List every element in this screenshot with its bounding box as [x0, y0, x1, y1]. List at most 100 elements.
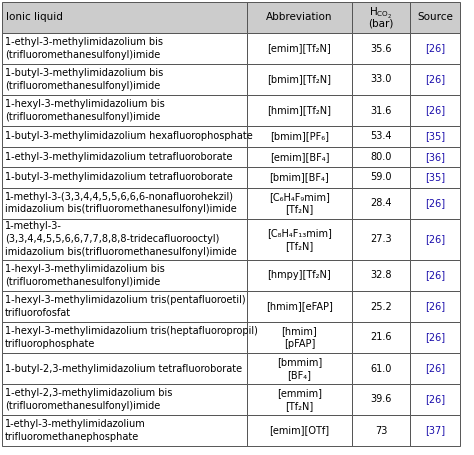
Text: [26]: [26] — [425, 271, 445, 280]
Bar — [247, 95, 352, 126]
Text: [26]: [26] — [425, 198, 445, 208]
Bar — [410, 353, 460, 384]
Bar — [352, 33, 410, 64]
Bar — [2, 95, 247, 126]
Text: 1-ethyl-3-methylimidazolium bis
(trifluoromethanesulfonyl)imide: 1-ethyl-3-methylimidazolium bis (trifluo… — [5, 37, 163, 60]
Text: 1-hexyl-3-methylimidazolium bis
(trifluoromethanesulfonyl)imide: 1-hexyl-3-methylimidazolium bis (trifluo… — [5, 99, 165, 122]
Text: (bar): (bar) — [368, 19, 394, 29]
Bar — [247, 384, 352, 415]
Text: 61.0: 61.0 — [370, 364, 392, 374]
Text: 1-ethyl-2,3-methylimidazolium bis
(trifluoromethanesulfonyl)imide: 1-ethyl-2,3-methylimidazolium bis (trifl… — [5, 388, 173, 411]
Text: [C₆H₄F₉mim]
[Tf₂N]: [C₆H₄F₉mim] [Tf₂N] — [269, 192, 330, 214]
Text: [26]: [26] — [425, 75, 445, 85]
Text: [26]: [26] — [425, 44, 445, 54]
Bar — [410, 33, 460, 64]
Text: 39.6: 39.6 — [370, 394, 392, 404]
Bar — [352, 384, 410, 415]
Bar — [2, 322, 247, 353]
Text: Abbreviation: Abbreviation — [266, 12, 333, 22]
Bar — [410, 187, 460, 218]
Text: 1-methyl-3-(3,3,4,4,5,5,6,6,6-nonafluorohekzil)
imidazolium bis(trifluoromethane: 1-methyl-3-(3,3,4,4,5,5,6,6,6-nonafluoro… — [5, 192, 237, 214]
Bar — [247, 147, 352, 167]
Text: [hmim]
[pFAP]: [hmim] [pFAP] — [282, 326, 318, 349]
Text: 1-hexyl-3-methylimidazolium tris(heptafluoropropil)
trifluorophosphate: 1-hexyl-3-methylimidazolium tris(heptafl… — [5, 326, 258, 349]
Bar — [2, 167, 247, 187]
Bar — [352, 64, 410, 95]
Bar — [352, 147, 410, 167]
Text: [bmim][BF₄]: [bmim][BF₄] — [270, 172, 329, 182]
Bar — [2, 384, 247, 415]
Bar — [2, 218, 247, 260]
Bar — [247, 64, 352, 95]
Bar — [352, 291, 410, 322]
Text: [37]: [37] — [425, 425, 445, 435]
Text: 1-hexyl-3-methylimidazolium bis
(trifluoromethanesulfonyl)imide: 1-hexyl-3-methylimidazolium bis (trifluo… — [5, 264, 165, 287]
Bar — [2, 2, 247, 33]
Text: [bmim][Tf₂N]: [bmim][Tf₂N] — [267, 75, 331, 85]
Text: [emim][OTf]: [emim][OTf] — [269, 425, 329, 435]
Bar — [352, 322, 410, 353]
Bar — [352, 218, 410, 260]
Bar — [410, 291, 460, 322]
Bar — [410, 95, 460, 126]
Bar — [2, 147, 247, 167]
Bar — [2, 187, 247, 218]
Text: [bmmim]
[BF₄]: [bmmim] [BF₄] — [277, 357, 322, 380]
Bar — [2, 415, 247, 446]
Text: 80.0: 80.0 — [370, 152, 392, 162]
Bar — [2, 353, 247, 384]
Bar — [2, 126, 247, 147]
Text: 53.4: 53.4 — [370, 131, 392, 141]
Text: [C₈H₄F₁₃mim]
[Tf₂N]: [C₈H₄F₁₃mim] [Tf₂N] — [267, 228, 332, 251]
Bar — [410, 64, 460, 95]
Bar — [410, 415, 460, 446]
Bar — [247, 353, 352, 384]
Bar — [410, 260, 460, 291]
Text: Source: Source — [417, 12, 453, 22]
Bar — [352, 126, 410, 147]
Bar — [2, 64, 247, 95]
Text: [26]: [26] — [425, 106, 445, 116]
Text: 31.6: 31.6 — [370, 106, 392, 116]
Bar — [247, 167, 352, 187]
Text: 59.0: 59.0 — [370, 172, 392, 182]
Text: 32.8: 32.8 — [370, 271, 392, 280]
Text: [35]: [35] — [425, 172, 445, 182]
Text: 25.2: 25.2 — [370, 302, 392, 312]
Bar — [247, 322, 352, 353]
Text: 1-ethyl-3-methylimidazolium tetrafluoroborate: 1-ethyl-3-methylimidazolium tetrafluorob… — [5, 152, 233, 162]
Text: [26]: [26] — [425, 364, 445, 374]
Bar — [352, 2, 410, 33]
Bar — [410, 167, 460, 187]
Bar — [352, 353, 410, 384]
Bar — [352, 95, 410, 126]
Bar — [2, 291, 247, 322]
Text: [emmim]
[Tf₂N]: [emmim] [Tf₂N] — [277, 388, 322, 411]
Bar — [247, 218, 352, 260]
Text: 1-methyl-3-
(3,3,4,4,5,5,6,6,7,7,8,8,8-tridecafluorooctyl)
imidazolium bis(trifl: 1-methyl-3- (3,3,4,4,5,5,6,6,7,7,8,8,8-t… — [5, 222, 237, 257]
Text: H$_{\mathregular{CO_2}}$: H$_{\mathregular{CO_2}}$ — [369, 6, 393, 21]
Text: 1-hexyl-3-methylimidazolium tris(pentafluoroetil)
trifluorofosfat: 1-hexyl-3-methylimidazolium tris(pentafl… — [5, 295, 246, 318]
Text: 28.4: 28.4 — [370, 198, 392, 208]
Text: 1-butyl-3-methylimidazolium tetrafluoroborate: 1-butyl-3-methylimidazolium tetrafluorob… — [5, 172, 233, 182]
Text: [35]: [35] — [425, 131, 445, 141]
Bar — [247, 2, 352, 33]
Text: [bmim][PF₆]: [bmim][PF₆] — [270, 131, 329, 141]
Text: [26]: [26] — [425, 394, 445, 404]
Bar — [352, 167, 410, 187]
Bar — [247, 260, 352, 291]
Text: [emim][BF₄]: [emim][BF₄] — [270, 152, 329, 162]
Text: 35.6: 35.6 — [370, 44, 392, 54]
Bar — [2, 260, 247, 291]
Text: 73: 73 — [375, 425, 387, 435]
Text: 1-butyl-3-methylimidazolium bis
(trifluoromethanesulfonyl)imide: 1-butyl-3-methylimidazolium bis (trifluo… — [5, 68, 163, 91]
Text: [26]: [26] — [425, 333, 445, 343]
Bar — [410, 218, 460, 260]
Text: [hmpy][Tf₂N]: [hmpy][Tf₂N] — [268, 271, 331, 280]
Text: 27.3: 27.3 — [370, 234, 392, 244]
Text: [hmim][eFAP]: [hmim][eFAP] — [266, 302, 333, 312]
Text: [26]: [26] — [425, 302, 445, 312]
Bar — [2, 33, 247, 64]
Bar — [352, 187, 410, 218]
Bar — [247, 126, 352, 147]
